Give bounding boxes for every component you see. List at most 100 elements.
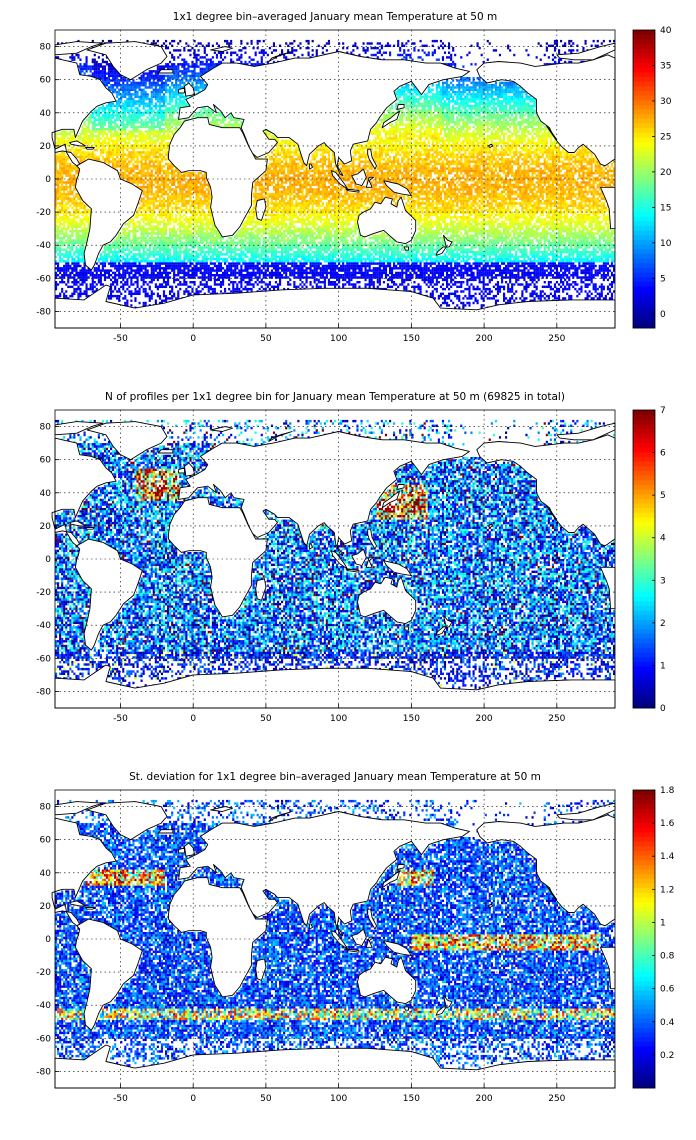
heatmap-cell xyxy=(391,160,394,163)
heatmap-cell xyxy=(323,160,326,163)
heatmap-cell xyxy=(439,104,443,108)
heatmap-cell xyxy=(450,118,453,122)
heatmap-cell xyxy=(474,114,477,117)
heatmap-cell xyxy=(431,93,434,96)
heatmap-cell xyxy=(492,153,495,156)
heatmap-cell xyxy=(472,153,475,156)
heatmap-cell xyxy=(494,93,498,96)
heatmap-cell xyxy=(309,160,312,163)
heatmap-cell xyxy=(93,141,96,145)
heatmap-cell xyxy=(173,109,176,112)
heatmap-cell xyxy=(446,162,449,166)
heatmap-cell xyxy=(315,148,318,152)
heatmap-cell xyxy=(423,102,426,105)
heatmap-cell xyxy=(132,102,135,105)
heatmap-cell xyxy=(470,153,473,156)
heatmap-cell xyxy=(382,144,386,147)
heatmap-cell xyxy=(389,160,392,163)
heatmap-cell xyxy=(535,128,538,131)
heatmap-cell xyxy=(403,137,406,140)
heatmap-cell xyxy=(529,151,532,154)
heatmap-cell xyxy=(509,151,512,154)
heatmap-cell xyxy=(507,162,510,166)
heatmap-cell xyxy=(331,158,335,161)
heatmap-cell xyxy=(329,148,333,152)
heatmap-cell xyxy=(478,77,481,80)
heatmap-cell xyxy=(525,148,528,152)
heatmap-cell xyxy=(234,125,237,129)
heatmap-cell xyxy=(545,46,548,50)
heatmap-cell xyxy=(142,162,145,166)
heatmap-cell xyxy=(134,130,137,133)
heatmap-cell xyxy=(95,74,98,78)
heatmap-cell xyxy=(551,158,555,161)
heatmap-cell xyxy=(315,49,318,52)
heatmap-cell xyxy=(513,132,516,136)
heatmap-cell xyxy=(590,151,593,154)
heatmap-cell xyxy=(452,144,455,147)
heatmap-cell xyxy=(217,114,221,117)
heatmap-cell xyxy=(167,90,170,94)
heatmap-cell xyxy=(162,155,166,159)
heatmap-cell xyxy=(126,84,129,87)
heatmap-cell xyxy=(511,114,514,117)
heatmap-cell xyxy=(154,135,157,138)
heatmap-cell xyxy=(462,111,465,115)
heatmap-cell xyxy=(103,84,107,87)
heatmap-cell xyxy=(460,153,463,156)
heatmap-cell xyxy=(285,162,288,166)
heatmap-cell xyxy=(389,146,392,150)
heatmap-cell xyxy=(173,107,176,110)
heatmap-cell xyxy=(407,141,410,145)
heatmap-cell xyxy=(443,153,447,156)
heatmap-cell xyxy=(482,123,485,126)
heatmap-cell xyxy=(156,121,159,124)
heatmap-cell xyxy=(130,146,133,150)
heatmap-cell xyxy=(195,58,198,61)
heatmap-cell xyxy=(431,118,434,122)
heatmap-cell xyxy=(162,135,166,138)
heatmap-cell xyxy=(281,146,284,150)
heatmap-cell xyxy=(488,88,491,92)
heatmap-cell xyxy=(391,162,394,166)
heatmap-cell xyxy=(391,114,394,117)
heatmap-cell xyxy=(134,151,137,154)
heatmap-cell xyxy=(509,102,512,105)
heatmap-cell xyxy=(279,162,282,166)
heatmap-cell xyxy=(413,46,416,50)
heatmap-cell xyxy=(185,70,188,73)
heatmap-cell xyxy=(146,132,149,136)
heatmap-cell xyxy=(116,160,119,163)
heatmap-cell xyxy=(435,97,438,101)
heatmap-cell xyxy=(219,56,223,59)
heatmap-cell xyxy=(177,116,180,119)
heatmap-cell xyxy=(105,151,109,154)
heatmap-cell xyxy=(185,72,188,75)
heatmap-cell xyxy=(492,107,495,110)
heatmap-cell xyxy=(458,155,461,159)
heatmap-cell xyxy=(403,56,406,59)
heatmap-cell xyxy=(594,158,597,161)
heatmap-cell xyxy=(144,125,147,129)
heatmap-cell xyxy=(177,111,180,115)
heatmap-cell xyxy=(120,95,123,99)
heatmap-cell xyxy=(281,141,284,145)
heatmap-cell xyxy=(148,130,151,133)
heatmap-cell xyxy=(452,160,455,163)
heatmap-cell xyxy=(146,102,149,105)
heatmap-cell xyxy=(503,158,506,161)
heatmap-cell xyxy=(132,148,135,152)
heatmap-cell xyxy=(448,141,451,145)
heatmap-cell xyxy=(364,162,367,166)
heatmap-cell xyxy=(67,162,70,166)
heatmap-cell xyxy=(409,97,412,101)
heatmap-cell xyxy=(272,137,276,140)
heatmap-cell xyxy=(543,144,546,147)
heatmap-cell xyxy=(545,49,548,52)
heatmap-cell xyxy=(150,102,153,105)
heatmap-cell xyxy=(144,160,147,163)
heatmap-cell xyxy=(523,139,526,143)
heatmap-cell xyxy=(401,160,404,163)
heatmap-cell xyxy=(482,162,485,166)
heatmap-cell xyxy=(228,125,231,129)
